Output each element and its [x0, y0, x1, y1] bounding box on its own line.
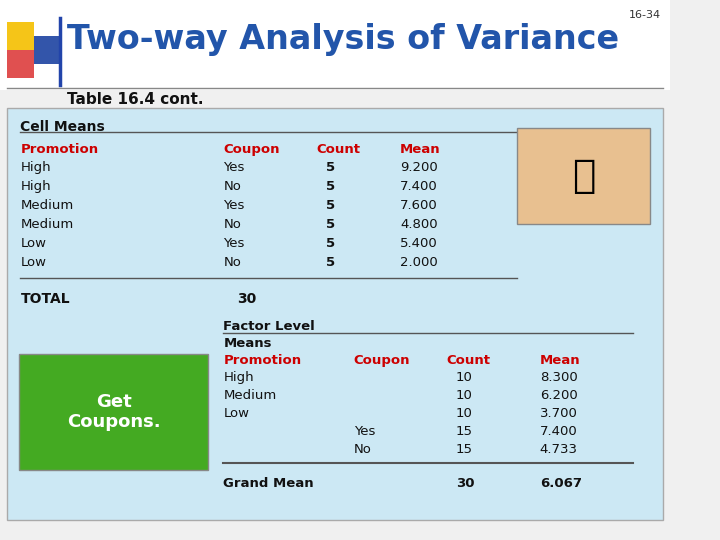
Text: 5: 5: [325, 199, 335, 212]
FancyBboxPatch shape: [518, 128, 649, 224]
Text: Get
Coupons.: Get Coupons.: [67, 393, 161, 431]
Text: TOTAL: TOTAL: [20, 292, 70, 306]
FancyBboxPatch shape: [19, 354, 209, 470]
Text: 15: 15: [456, 443, 473, 456]
Text: High: High: [20, 161, 51, 174]
Text: 9.200: 9.200: [400, 161, 438, 174]
Text: Medium: Medium: [20, 199, 73, 212]
Text: 7.600: 7.600: [400, 199, 438, 212]
Text: No: No: [223, 180, 241, 193]
Text: 30: 30: [238, 292, 256, 306]
Text: Promotion: Promotion: [20, 143, 99, 156]
Text: Count: Count: [316, 143, 361, 156]
Text: Mean: Mean: [400, 143, 441, 156]
Text: 10: 10: [456, 371, 473, 384]
Text: Means: Means: [223, 337, 272, 350]
Text: 6.067: 6.067: [540, 477, 582, 490]
Text: 5: 5: [325, 256, 335, 269]
Text: 10: 10: [456, 407, 473, 420]
Text: High: High: [223, 371, 254, 384]
Text: 2.000: 2.000: [400, 256, 438, 269]
Text: Promotion: Promotion: [223, 354, 302, 367]
Text: Yes: Yes: [223, 161, 245, 174]
Text: 5: 5: [325, 237, 335, 250]
Text: No: No: [223, 256, 241, 269]
Text: Low: Low: [20, 256, 47, 269]
Text: Coupon: Coupon: [354, 354, 410, 367]
Text: Table 16.4 cont.: Table 16.4 cont.: [67, 92, 204, 107]
Text: Yes: Yes: [223, 199, 245, 212]
Text: 16-34: 16-34: [629, 10, 661, 20]
Text: 7.400: 7.400: [400, 180, 438, 193]
Text: 5.400: 5.400: [400, 237, 438, 250]
Text: 4.733: 4.733: [540, 443, 577, 456]
Text: High: High: [20, 180, 51, 193]
Text: Medium: Medium: [223, 389, 276, 402]
Text: Medium: Medium: [20, 218, 73, 231]
Text: 10: 10: [456, 389, 473, 402]
Text: 5: 5: [325, 180, 335, 193]
Text: 15: 15: [456, 425, 473, 438]
Bar: [7, 50, 34, 78]
Text: Mean: Mean: [540, 354, 580, 367]
Text: Cell Means: Cell Means: [20, 120, 105, 134]
Text: Count: Count: [446, 354, 491, 367]
Text: No: No: [223, 218, 241, 231]
Text: 5: 5: [325, 218, 335, 231]
Text: Grand Mean: Grand Mean: [223, 477, 314, 490]
Text: No: No: [354, 443, 372, 456]
Text: 🐷: 🐷: [572, 157, 595, 195]
Text: 6.200: 6.200: [540, 389, 577, 402]
Text: 4.800: 4.800: [400, 218, 438, 231]
Text: 7.400: 7.400: [540, 425, 577, 438]
FancyBboxPatch shape: [0, 0, 670, 90]
Text: 30: 30: [456, 477, 474, 490]
Text: Yes: Yes: [354, 425, 375, 438]
Text: 8.300: 8.300: [540, 371, 577, 384]
Text: 5: 5: [325, 161, 335, 174]
Text: Yes: Yes: [223, 237, 245, 250]
Text: Factor Level: Factor Level: [223, 320, 315, 333]
Text: Low: Low: [20, 237, 47, 250]
Text: Two-way Analysis of Variance: Two-way Analysis of Variance: [67, 24, 619, 57]
Bar: [34, 36, 60, 64]
Bar: [7, 22, 34, 50]
Text: 3.700: 3.700: [540, 407, 577, 420]
FancyBboxPatch shape: [7, 108, 662, 520]
Text: Coupon: Coupon: [223, 143, 280, 156]
Text: Low: Low: [223, 407, 249, 420]
